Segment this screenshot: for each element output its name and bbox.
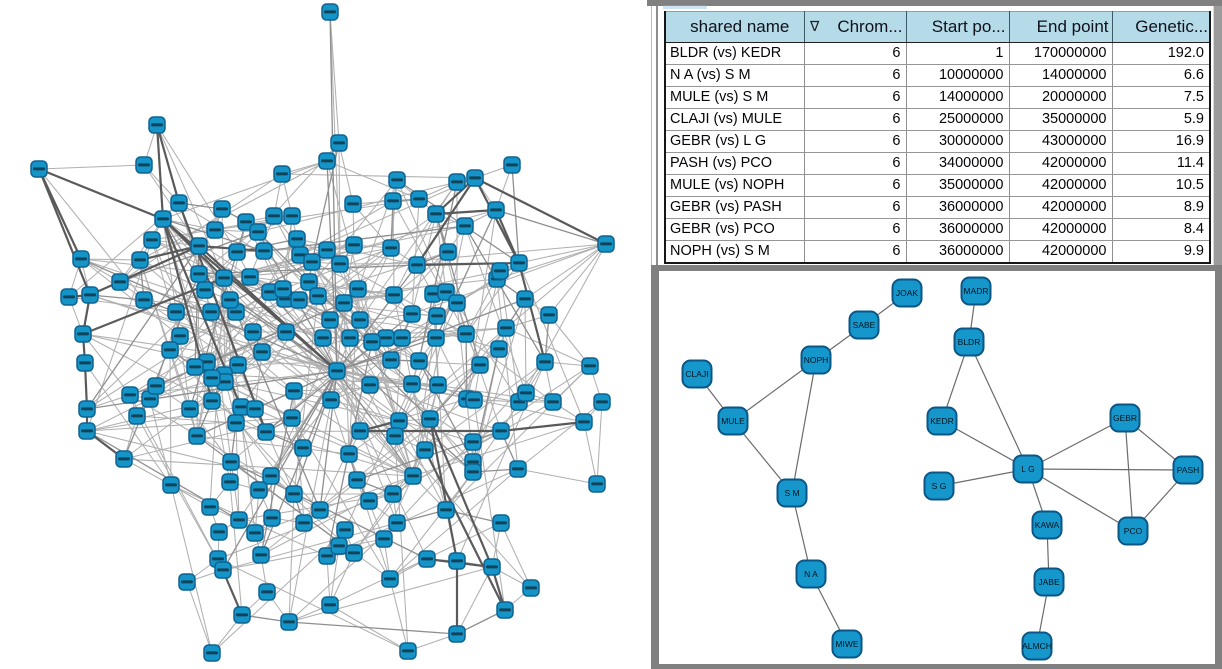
- svg-text:KAWA: KAWA: [1035, 520, 1060, 530]
- svg-text:N A: N A: [804, 569, 818, 579]
- svg-text:S G: S G: [932, 481, 947, 491]
- svg-text:CLAJI: CLAJI: [685, 369, 708, 379]
- svg-text:JOAK: JOAK: [896, 288, 919, 298]
- svg-text:JABE: JABE: [1038, 577, 1060, 587]
- svg-text:BLDR: BLDR: [958, 337, 981, 347]
- svg-text:PCO: PCO: [1124, 526, 1143, 536]
- svg-text:MADR: MADR: [963, 286, 988, 296]
- svg-text:MULE: MULE: [721, 416, 745, 426]
- svg-text:PASH: PASH: [1177, 465, 1200, 475]
- svg-text:KEDR: KEDR: [930, 416, 954, 426]
- svg-text:S M: S M: [784, 488, 799, 498]
- svg-text:GEBR: GEBR: [1113, 413, 1137, 423]
- svg-text:SABE: SABE: [853, 320, 876, 330]
- svg-text:L G: L G: [1021, 464, 1034, 474]
- svg-text:ALMCH: ALMCH: [1022, 641, 1052, 651]
- svg-text:MIWE: MIWE: [835, 639, 858, 649]
- svg-text:NOPH: NOPH: [804, 355, 829, 365]
